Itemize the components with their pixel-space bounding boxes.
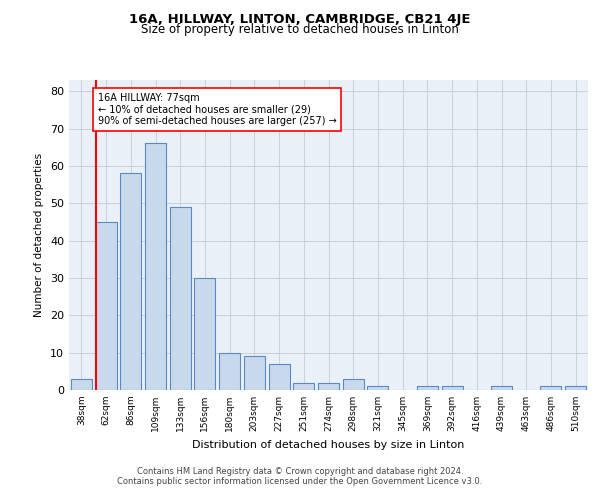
Bar — [541, 386, 562, 390]
Text: 16A HILLWAY: 77sqm
← 10% of detached houses are smaller (29)
90% of semi-detache: 16A HILLWAY: 77sqm ← 10% of detached hou… — [98, 93, 336, 126]
Text: Contains public sector information licensed under the Open Government Licence v3: Contains public sector information licen… — [118, 477, 482, 486]
Text: 16A, HILLWAY, LINTON, CAMBRIDGE, CB21 4JE: 16A, HILLWAY, LINTON, CAMBRIDGE, CB21 4J… — [129, 12, 471, 26]
X-axis label: Distribution of detached houses by size in Linton: Distribution of detached houses by size … — [193, 440, 464, 450]
Bar — [565, 386, 586, 390]
Bar — [170, 207, 191, 390]
Bar — [367, 386, 388, 390]
Bar — [417, 386, 438, 390]
Bar — [194, 278, 215, 390]
Text: Contains HM Land Registry data © Crown copyright and database right 2024.: Contains HM Land Registry data © Crown c… — [137, 467, 463, 476]
Bar — [219, 352, 240, 390]
Bar — [244, 356, 265, 390]
Bar — [269, 364, 290, 390]
Bar — [343, 379, 364, 390]
Bar — [120, 174, 141, 390]
Bar — [318, 382, 339, 390]
Bar — [293, 382, 314, 390]
Bar — [145, 144, 166, 390]
Bar — [442, 386, 463, 390]
Bar — [71, 379, 92, 390]
Y-axis label: Number of detached properties: Number of detached properties — [34, 153, 44, 317]
Bar — [95, 222, 116, 390]
Bar — [491, 386, 512, 390]
Text: Size of property relative to detached houses in Linton: Size of property relative to detached ho… — [141, 22, 459, 36]
